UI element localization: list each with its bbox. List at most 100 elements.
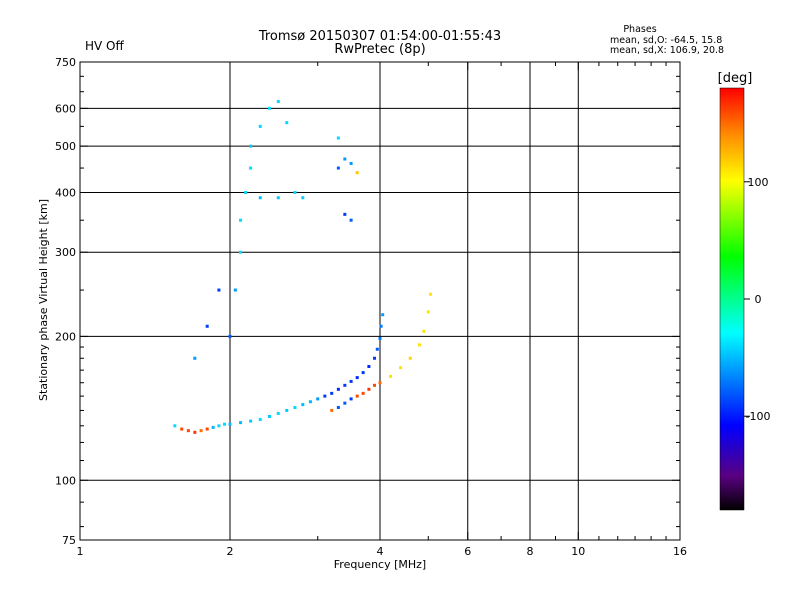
echo-point-s0 — [193, 430, 197, 434]
echo-point-s0 — [285, 408, 289, 412]
phase-x-stats: mean, sd,X: 106.9, 20.8 — [610, 45, 724, 56]
echo-point-s0 — [239, 421, 243, 425]
colorbar-unit-label: [deg] — [718, 71, 753, 86]
y-axis-ticks: 75 100 200 300 400 500 600 750 — [55, 56, 680, 547]
echo-point-s0 — [349, 379, 353, 383]
echo-point-s2 — [249, 166, 253, 170]
echo-point-s0 — [173, 424, 177, 428]
echo-point-s1 — [389, 374, 393, 378]
y-tick-label: 300 — [55, 246, 76, 259]
echo-point-s2 — [276, 196, 280, 200]
echo-point-s2 — [336, 136, 340, 140]
echo-point-s0 — [316, 397, 320, 401]
y-tick-label: 400 — [55, 186, 76, 199]
echo-point-s1 — [361, 391, 365, 395]
echo-point-s2 — [244, 190, 248, 194]
echo-point-s0 — [211, 425, 215, 429]
echo-point-s0 — [373, 356, 377, 360]
echo-point-s2 — [267, 106, 271, 110]
echo-point-s0 — [330, 391, 334, 395]
echo-point-s1 — [399, 366, 403, 370]
echo-point-s2 — [293, 190, 297, 194]
echo-point-s0 — [381, 313, 385, 317]
echo-point-s2 — [217, 288, 221, 292]
y-tick-label: 75 — [62, 534, 76, 547]
echo-point-s2 — [258, 124, 262, 128]
echo-point-s2 — [249, 144, 253, 148]
echo-point-s0 — [308, 400, 312, 404]
echo-point-s0 — [343, 383, 347, 387]
echo-point-s0 — [223, 422, 227, 426]
echo-point-s0 — [323, 394, 327, 398]
x-axis-ticks: 1 2 4 6 8 10 16 — [77, 62, 687, 558]
echo-point-s0 — [276, 411, 280, 415]
colorbar-tick-label: -100 — [746, 410, 771, 423]
echo-point-s2 — [343, 212, 347, 216]
echo-point-s0 — [378, 336, 382, 340]
phases-heading: Phases — [623, 24, 656, 35]
echo-point-s1 — [330, 408, 334, 412]
echo-point-s1 — [336, 405, 340, 409]
y-tick-label: 600 — [55, 102, 76, 115]
echo-point-s1 — [422, 329, 426, 333]
echo-point-s2 — [349, 161, 353, 165]
echo-point-s2 — [301, 196, 305, 200]
echo-point-s0 — [258, 418, 262, 422]
echo-point-s1 — [378, 381, 382, 385]
echo-point-s2 — [276, 100, 280, 104]
echo-point-s1 — [349, 397, 353, 401]
x-tick-label: 2 — [227, 545, 234, 558]
echo-point-s0 — [375, 347, 379, 351]
echo-point-s0 — [293, 405, 297, 409]
echo-point-s0 — [186, 429, 190, 433]
echo-point-s1 — [355, 394, 359, 398]
echo-point-s2 — [233, 288, 237, 292]
x-tick-label: 10 — [571, 545, 585, 558]
echo-point-s2 — [205, 324, 209, 328]
echo-point-s0 — [361, 371, 365, 375]
echo-point-s0 — [301, 403, 305, 407]
phase-o-stats: mean, sd,O: -64.5, 15.8 — [610, 35, 722, 46]
echo-point-s0 — [228, 422, 232, 426]
colorbar — [719, 87, 745, 511]
echo-point-s1 — [408, 356, 412, 360]
echo-point-s2 — [239, 250, 243, 254]
echo-point-s1 — [373, 383, 377, 387]
echo-point-s0 — [199, 429, 203, 433]
x-tick-label: 16 — [673, 545, 687, 558]
echo-point-s1 — [367, 387, 371, 391]
echo-point-s0 — [249, 419, 253, 423]
y-axis-label: Stationary phase Virtual Height [km] — [37, 199, 50, 401]
echo-point-s0 — [217, 424, 221, 428]
y-tick-label: 500 — [55, 140, 76, 153]
y-tick-label: 200 — [55, 330, 76, 343]
chart-subtitle: RwPretec (8p) — [334, 42, 425, 57]
colorbar-tick-label: 100 — [748, 176, 769, 189]
echo-point-s0 — [367, 364, 371, 368]
echo-point-s1 — [343, 401, 347, 405]
y-tick-label: 100 — [55, 474, 76, 487]
y-tick-label: 750 — [55, 56, 76, 69]
colorbar-ticks: 100 0 -100 — [744, 176, 770, 423]
echo-point-s1 — [426, 310, 430, 314]
x-axis-label: Frequency [MHz] — [334, 558, 426, 571]
echo-point-s2 — [349, 218, 353, 222]
echo-point-s0 — [336, 387, 340, 391]
colorbar-tick-label: 0 — [755, 293, 762, 306]
echo-point-s2 — [355, 171, 359, 175]
echo-point-s0 — [205, 427, 209, 431]
grid-lines — [80, 62, 680, 540]
echo-point-s0 — [180, 427, 184, 431]
x-tick-label: 1 — [77, 545, 84, 558]
echo-point-s0 — [379, 324, 383, 328]
echo-point-s2 — [239, 218, 243, 222]
echo-point-s2 — [343, 157, 347, 161]
echo-point-s2 — [228, 334, 232, 338]
x-tick-label: 6 — [464, 545, 471, 558]
echo-point-s0 — [267, 414, 271, 418]
echo-point-s2 — [193, 356, 197, 360]
echo-point-s2 — [336, 166, 340, 170]
hv-status-label: HV Off — [85, 39, 124, 53]
echo-point-s1 — [417, 343, 421, 347]
echo-point-s1 — [428, 292, 432, 296]
